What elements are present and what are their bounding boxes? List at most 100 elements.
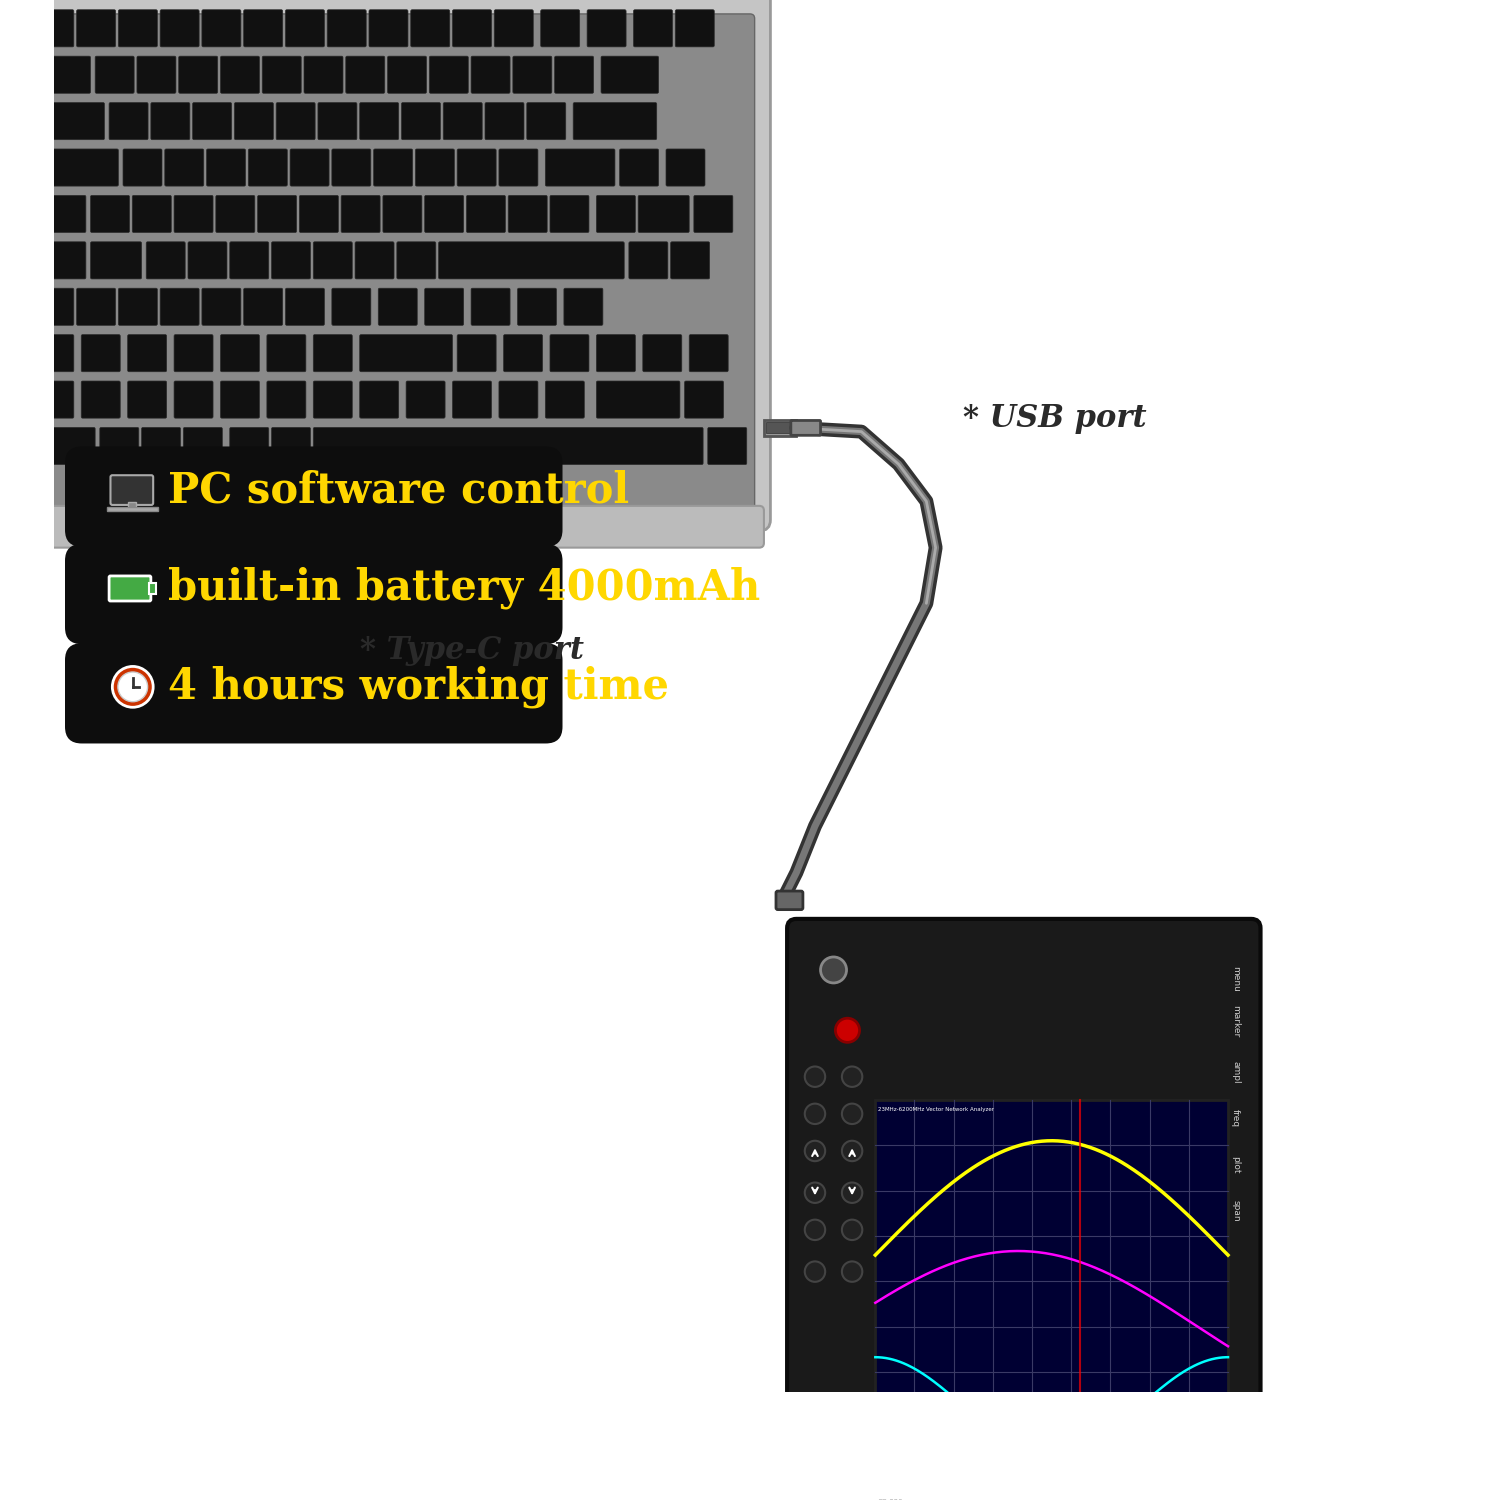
FancyBboxPatch shape	[360, 334, 453, 372]
FancyBboxPatch shape	[495, 9, 534, 46]
FancyBboxPatch shape	[243, 9, 282, 46]
FancyBboxPatch shape	[597, 381, 680, 419]
FancyBboxPatch shape	[34, 334, 74, 372]
FancyBboxPatch shape	[81, 381, 120, 419]
FancyBboxPatch shape	[620, 148, 658, 186]
FancyBboxPatch shape	[285, 9, 324, 46]
FancyBboxPatch shape	[586, 9, 626, 46]
FancyBboxPatch shape	[424, 195, 464, 232]
FancyBboxPatch shape	[118, 9, 158, 46]
FancyBboxPatch shape	[398, 242, 436, 279]
FancyBboxPatch shape	[597, 334, 636, 372]
FancyBboxPatch shape	[360, 381, 399, 419]
FancyBboxPatch shape	[694, 195, 734, 232]
FancyBboxPatch shape	[300, 195, 339, 232]
FancyBboxPatch shape	[30, 13, 754, 514]
FancyBboxPatch shape	[243, 288, 282, 326]
FancyBboxPatch shape	[314, 242, 352, 279]
FancyBboxPatch shape	[267, 334, 306, 372]
FancyBboxPatch shape	[128, 334, 166, 372]
FancyBboxPatch shape	[15, 0, 771, 531]
FancyBboxPatch shape	[360, 102, 399, 140]
Circle shape	[842, 1066, 862, 1088]
FancyBboxPatch shape	[546, 148, 615, 186]
FancyBboxPatch shape	[160, 9, 200, 46]
FancyBboxPatch shape	[318, 102, 357, 140]
Circle shape	[806, 1140, 825, 1161]
FancyBboxPatch shape	[34, 102, 105, 140]
Text: freq: freq	[1232, 1110, 1240, 1128]
FancyBboxPatch shape	[216, 195, 255, 232]
FancyBboxPatch shape	[123, 148, 162, 186]
FancyBboxPatch shape	[314, 334, 352, 372]
FancyBboxPatch shape	[234, 102, 273, 140]
FancyBboxPatch shape	[500, 148, 538, 186]
Text: span: span	[1232, 1200, 1240, 1222]
FancyBboxPatch shape	[332, 288, 370, 326]
FancyBboxPatch shape	[638, 195, 688, 232]
Circle shape	[806, 1182, 825, 1203]
Bar	[766, 423, 795, 433]
FancyBboxPatch shape	[684, 381, 723, 419]
Circle shape	[842, 1182, 862, 1203]
FancyBboxPatch shape	[192, 102, 231, 140]
FancyBboxPatch shape	[304, 56, 344, 93]
FancyBboxPatch shape	[374, 148, 413, 186]
Text: built-in battery 4000mAh: built-in battery 4000mAh	[168, 567, 760, 609]
FancyBboxPatch shape	[111, 476, 153, 506]
FancyBboxPatch shape	[90, 242, 141, 279]
FancyBboxPatch shape	[276, 102, 315, 140]
FancyBboxPatch shape	[314, 381, 352, 419]
FancyBboxPatch shape	[262, 56, 302, 93]
FancyBboxPatch shape	[416, 148, 454, 186]
FancyBboxPatch shape	[466, 195, 506, 232]
FancyBboxPatch shape	[471, 288, 510, 326]
FancyBboxPatch shape	[146, 242, 184, 279]
FancyBboxPatch shape	[406, 381, 445, 419]
FancyBboxPatch shape	[178, 56, 218, 93]
FancyBboxPatch shape	[128, 381, 166, 419]
FancyBboxPatch shape	[513, 56, 552, 93]
Text: menu: menu	[1232, 966, 1240, 992]
FancyBboxPatch shape	[411, 9, 450, 46]
Circle shape	[842, 1104, 862, 1124]
FancyBboxPatch shape	[285, 288, 324, 326]
FancyBboxPatch shape	[666, 148, 705, 186]
FancyBboxPatch shape	[453, 9, 492, 46]
Text: marker: marker	[1232, 1005, 1240, 1036]
FancyBboxPatch shape	[174, 195, 213, 232]
FancyBboxPatch shape	[183, 427, 222, 465]
FancyBboxPatch shape	[34, 381, 74, 419]
FancyBboxPatch shape	[220, 334, 260, 372]
FancyBboxPatch shape	[458, 148, 497, 186]
FancyBboxPatch shape	[788, 920, 1260, 1500]
FancyBboxPatch shape	[174, 381, 213, 419]
FancyBboxPatch shape	[314, 427, 704, 465]
FancyBboxPatch shape	[540, 9, 579, 46]
Text: PC software control: PC software control	[168, 470, 628, 512]
FancyBboxPatch shape	[34, 9, 74, 46]
Text: plot: plot	[1232, 1156, 1240, 1173]
FancyBboxPatch shape	[76, 9, 116, 46]
FancyBboxPatch shape	[453, 381, 492, 419]
FancyBboxPatch shape	[110, 576, 152, 602]
Text: * Type-C port: * Type-C port	[360, 634, 584, 666]
FancyBboxPatch shape	[132, 195, 171, 232]
FancyBboxPatch shape	[152, 102, 190, 140]
FancyBboxPatch shape	[64, 447, 562, 546]
Text: ampl: ampl	[1232, 1060, 1240, 1083]
FancyBboxPatch shape	[100, 427, 140, 465]
Circle shape	[806, 1220, 825, 1240]
FancyBboxPatch shape	[573, 102, 657, 140]
FancyBboxPatch shape	[258, 195, 297, 232]
FancyBboxPatch shape	[688, 334, 728, 372]
FancyBboxPatch shape	[500, 381, 538, 419]
FancyBboxPatch shape	[597, 195, 636, 232]
Bar	[106, 507, 158, 512]
FancyBboxPatch shape	[160, 288, 200, 326]
FancyBboxPatch shape	[202, 9, 242, 46]
Circle shape	[842, 1140, 862, 1161]
FancyBboxPatch shape	[94, 56, 134, 93]
FancyBboxPatch shape	[628, 242, 668, 279]
FancyBboxPatch shape	[790, 420, 820, 435]
